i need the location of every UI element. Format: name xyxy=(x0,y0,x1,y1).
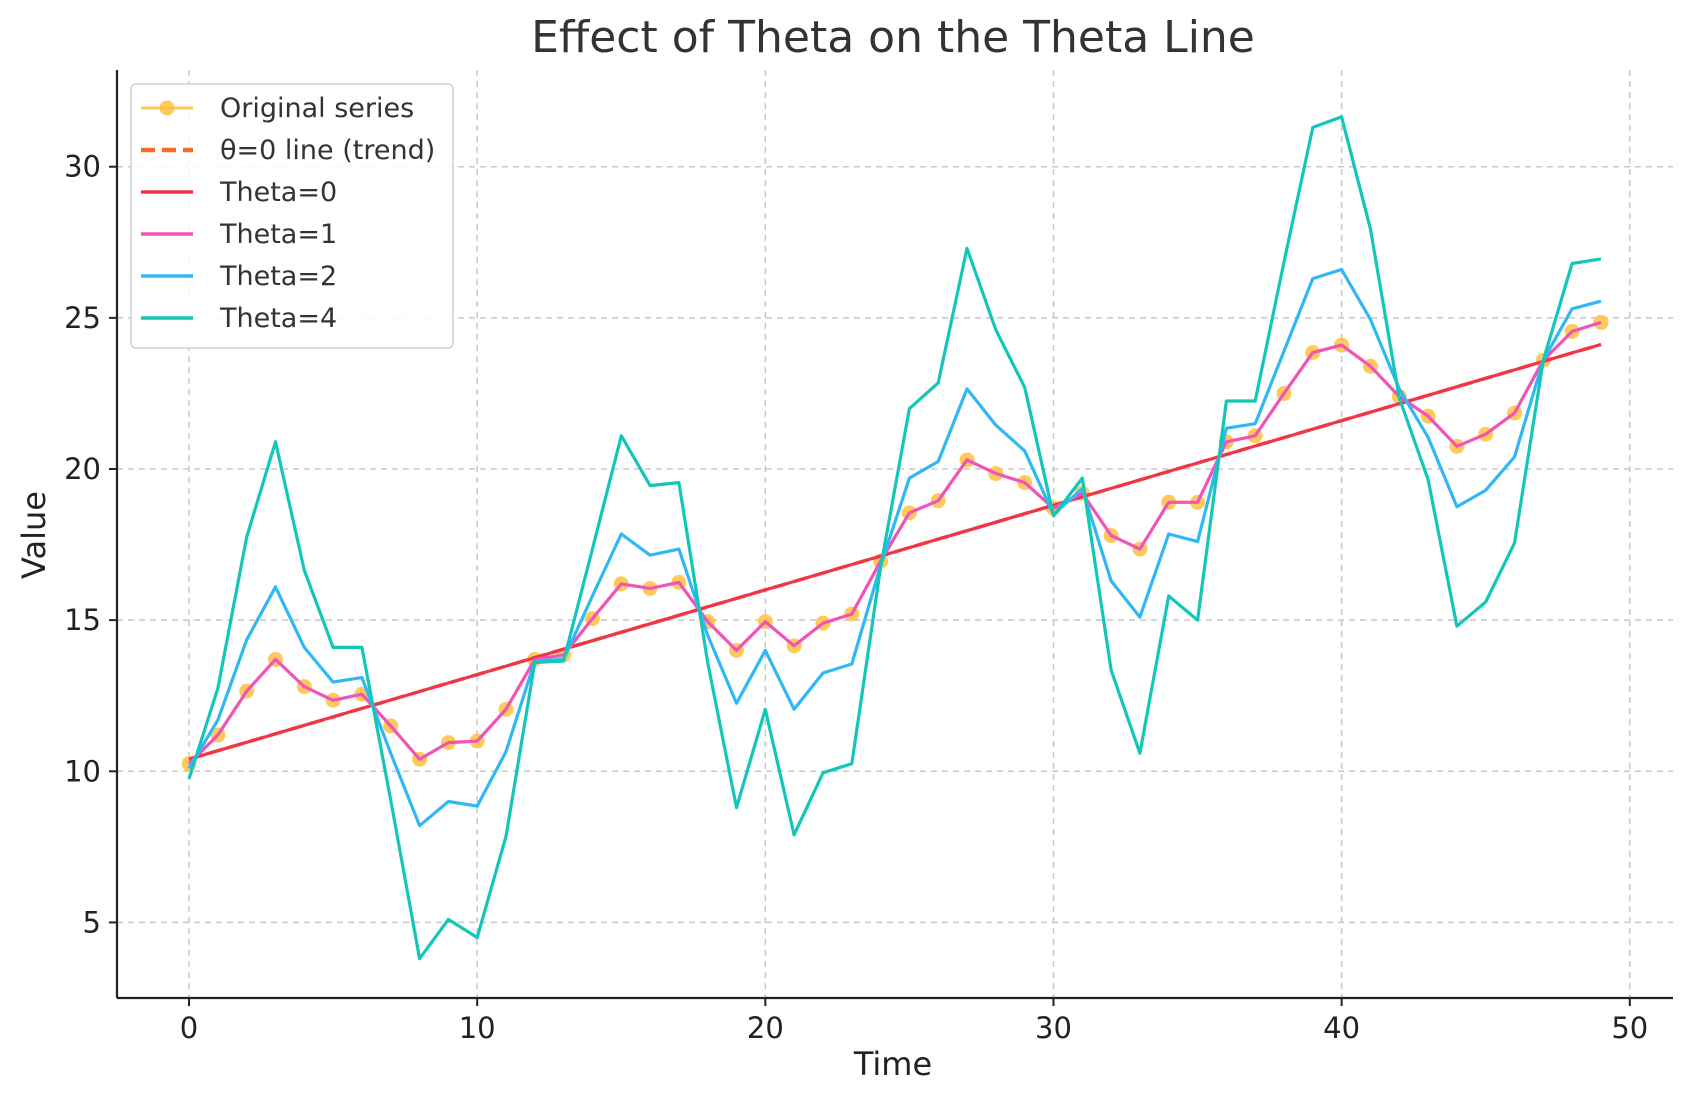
legend-item: Theta=2 xyxy=(141,261,337,292)
legend-item: Theta=0 xyxy=(141,177,337,208)
series-theta-0 xyxy=(188,342,1602,761)
legend-label: θ=0 line (trend) xyxy=(220,135,435,166)
x-tick-label: 20 xyxy=(747,1011,784,1045)
y-tick-label: 5 xyxy=(83,905,101,939)
legend-label: Theta=4 xyxy=(219,303,337,334)
y-tick-label: 20 xyxy=(64,452,101,486)
legend-label: Original series xyxy=(220,93,414,124)
gridlines xyxy=(117,70,1673,998)
series-line xyxy=(187,115,1602,961)
legend-box xyxy=(130,83,454,349)
x-tick-label: 40 xyxy=(1323,1011,1360,1045)
axes: 0 10 20 30 40 50 5 10 15 20 25 30 xyxy=(64,70,1673,1045)
series-theta-1 xyxy=(187,320,1602,765)
legend-label: Theta=2 xyxy=(219,261,337,292)
legend-item: Theta=4 xyxy=(141,303,337,334)
series-theta-2 xyxy=(187,267,1602,828)
series-line xyxy=(187,320,1602,765)
y-tick-label: 15 xyxy=(64,603,101,637)
series-theta-4 xyxy=(187,115,1602,961)
legend-item: θ=0 line (trend) xyxy=(141,135,435,166)
legend-item: Original series xyxy=(141,93,414,124)
y-axis-label: Value xyxy=(15,491,53,579)
legend-label: Theta=1 xyxy=(219,219,337,250)
series-line xyxy=(187,267,1602,828)
legend: Original series θ=0 line (trend) Theta=0 Th… xyxy=(130,83,454,349)
x-tick-label: 10 xyxy=(459,1011,496,1045)
x-tick-label: 0 xyxy=(180,1011,198,1045)
chart-title: Effect of Theta on the Theta Line xyxy=(531,12,1255,63)
legend-item: Theta=1 xyxy=(141,219,337,250)
x-tick-label: 50 xyxy=(1611,1011,1648,1045)
legend-label: Theta=0 xyxy=(219,177,337,208)
y-tick-label: 10 xyxy=(64,754,101,788)
series-original-series xyxy=(181,314,1609,772)
x-axis-label: Time xyxy=(853,1045,932,1083)
y-tick-label: 30 xyxy=(64,150,101,184)
x-tick-label: 30 xyxy=(1035,1011,1072,1045)
series-line xyxy=(188,342,1602,761)
series-lines xyxy=(181,115,1609,961)
legend-marker xyxy=(159,100,175,116)
y-tick-label: 25 xyxy=(64,301,101,335)
